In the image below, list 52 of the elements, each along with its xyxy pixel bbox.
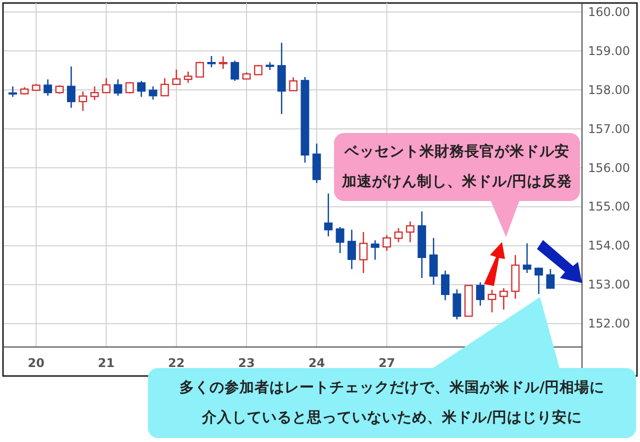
annotation: ベッセント米財務長官が米ドル安加速がけん制し、米ドル/円は反発 <box>340 142 572 190</box>
candlestick <box>289 76 298 92</box>
text: 多くの参加者はレートチェックだけで、米国が米ドル/円相場に介入していると思っていないため、米ドル/円はじり安に <box>179 379 605 426</box>
x-tick-label: 24 <box>308 356 326 370</box>
candlestick <box>102 78 110 94</box>
candlestick <box>8 86 17 98</box>
candlestick <box>394 228 403 243</box>
candlestick <box>370 240 380 260</box>
candlestick <box>218 56 228 70</box>
y-tick-label: 158.00 <box>588 82 630 97</box>
y-tick-label: 155.00 <box>588 200 630 214</box>
x-tick-label: 23 <box>238 356 255 370</box>
candlestick <box>148 86 158 100</box>
candlestick <box>499 288 508 310</box>
y-tick-label: 157.00 <box>588 122 630 136</box>
x-tick-label: 21 <box>98 356 115 370</box>
y-tick-label: 153.00 <box>588 278 630 292</box>
candlestick <box>348 229 356 270</box>
candlestick <box>78 90 88 112</box>
candlestick <box>90 86 99 101</box>
candlestick <box>476 282 485 306</box>
candlestick <box>429 237 438 286</box>
y-tick-label: 154.00 <box>588 238 630 253</box>
candlestick <box>207 55 216 68</box>
candlestick <box>359 231 368 274</box>
y-tick-label: 159.00 <box>588 44 630 58</box>
candlestick <box>382 234 392 252</box>
y-tick-label: 156.00 <box>588 160 630 175</box>
candlestick <box>336 226 344 254</box>
candlestick <box>230 60 240 82</box>
candlestick <box>172 68 181 86</box>
y-tick-label: 160.00 <box>588 4 630 19</box>
candlestick <box>534 266 543 295</box>
candlestick <box>452 288 462 320</box>
x-tick-label: 22 <box>168 356 185 370</box>
candlestick <box>114 78 122 96</box>
y-tick-label: 152.00 <box>588 316 630 331</box>
x-tick-label: 27 <box>378 356 396 370</box>
candlestick <box>184 70 192 84</box>
candlestick <box>441 270 450 301</box>
candlestick <box>125 81 134 94</box>
candlestick <box>522 242 532 274</box>
candlestick <box>488 289 496 313</box>
candlestick <box>196 61 204 78</box>
candlestick <box>160 78 169 96</box>
x-tick-label: 20 <box>28 356 44 370</box>
candlestick <box>406 220 414 243</box>
candlestick <box>66 66 76 108</box>
candlestick <box>137 80 146 98</box>
candlestick <box>44 78 52 96</box>
candlestick <box>324 192 333 238</box>
candlestick <box>546 268 555 290</box>
